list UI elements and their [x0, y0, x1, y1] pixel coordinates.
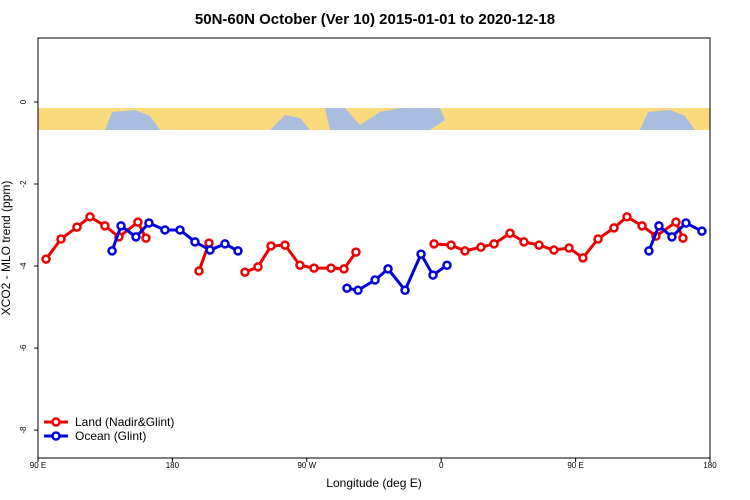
data-point: [442, 260, 452, 270]
legend-label: Ocean (Glint): [75, 429, 146, 443]
x-tick-label: 180: [166, 461, 180, 470]
data-point: [339, 264, 349, 274]
data-point: [429, 239, 439, 249]
y-tick-label: -2: [19, 180, 28, 188]
data-point: [549, 245, 559, 255]
data-point: [534, 240, 544, 250]
data-point: [41, 254, 51, 264]
data-point: [578, 253, 588, 263]
data-point: [190, 237, 200, 247]
map-ocean: [325, 108, 445, 130]
data-point: [678, 233, 688, 243]
y-axis-label: XCO2 - MLO trend (ppm): [0, 181, 13, 316]
data-point: [460, 246, 470, 256]
map-ocean: [270, 115, 310, 130]
series-line: [44, 215, 685, 274]
data-point: [671, 217, 681, 227]
data-point: [85, 212, 95, 222]
data-point: [56, 234, 66, 244]
data-point: [160, 225, 170, 235]
x-tick-label: 90 E: [567, 461, 583, 470]
data-point: [240, 267, 250, 277]
data-point: [383, 264, 393, 274]
data-point: [400, 285, 410, 295]
data-point: [295, 260, 305, 270]
map-ocean: [105, 110, 160, 130]
y-tick-label: 0: [19, 99, 28, 104]
data-point: [370, 275, 380, 285]
data-point: [144, 218, 154, 228]
legend-label: Land (Nadir&Glint): [75, 415, 174, 429]
data-point: [280, 240, 290, 250]
x-tick-label: 90 E: [30, 461, 46, 470]
data-point: [253, 262, 263, 272]
data-point: [644, 246, 654, 256]
data-point: [622, 212, 632, 222]
data-point: [654, 221, 664, 231]
data-point: [446, 240, 456, 250]
data-point: [141, 233, 151, 243]
data-point: [609, 223, 619, 233]
data-point: [107, 246, 117, 256]
data-point: [205, 245, 215, 255]
data-point: [342, 283, 352, 293]
data-point: [116, 221, 126, 231]
data-point: [593, 234, 603, 244]
data-point: [309, 263, 319, 273]
x-tick-label: 90 W: [297, 461, 316, 470]
data-point: [489, 239, 499, 249]
data-point: [428, 270, 438, 280]
data-point: [416, 249, 426, 259]
data-point: [476, 242, 486, 252]
map-ocean: [640, 110, 695, 130]
x-axis-label: Longitude (deg E): [326, 476, 421, 490]
data-point: [100, 221, 110, 231]
legend-marker: [51, 417, 61, 427]
data-point: [519, 237, 529, 247]
y-tick-label: -8: [19, 426, 28, 434]
chart-title: 50N-60N October (Ver 10) 2015-01-01 to 2…: [195, 11, 555, 28]
data-point: [233, 246, 243, 256]
data-point: [266, 241, 276, 251]
plot-frame: [37, 37, 711, 459]
y-tick-label: -4: [19, 262, 28, 270]
map-band: [38, 108, 710, 130]
legend-marker: [51, 431, 61, 441]
data-point: [637, 221, 647, 231]
x-tick-label: 0: [439, 461, 444, 470]
data-point: [667, 232, 677, 242]
data-point: [681, 218, 691, 228]
y-tick-label: -6: [19, 344, 28, 352]
data-point: [131, 232, 141, 242]
data-point: [220, 239, 230, 249]
data-point: [353, 285, 363, 295]
data-point: [697, 226, 707, 236]
legend: Land (Nadir&Glint)Ocean (Glint): [44, 415, 174, 443]
data-point: [133, 217, 143, 227]
data-point: [175, 225, 185, 235]
x-tick-label: 180: [703, 461, 717, 470]
data-point: [564, 243, 574, 253]
data-point: [194, 266, 204, 276]
data-point: [72, 222, 82, 232]
data-point: [505, 228, 515, 238]
data-point: [351, 247, 361, 257]
data-point: [326, 263, 336, 273]
